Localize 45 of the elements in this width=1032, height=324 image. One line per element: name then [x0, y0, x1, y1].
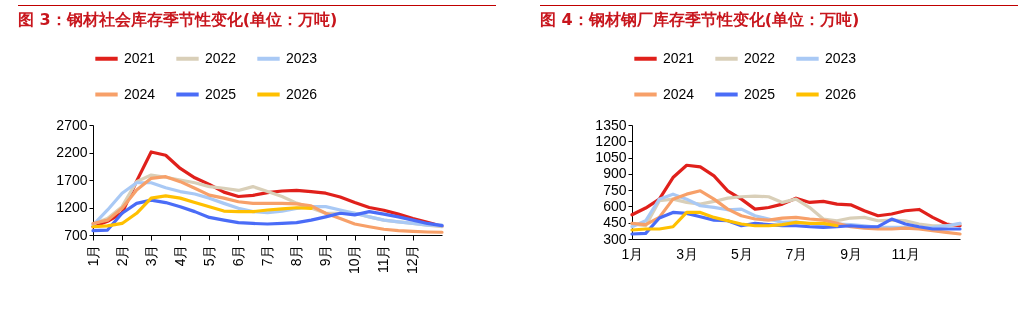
legend-label: 2023	[825, 49, 857, 66]
legend-label: 2025	[744, 85, 776, 102]
legend-label: 2026	[825, 85, 857, 102]
x-tick-label: 8月	[288, 244, 305, 267]
chart-title: 图 4：钢材钢厂库存季节性变化(单位：万吨)	[540, 10, 860, 31]
y-tick-label: 1700	[56, 171, 88, 188]
legend-label: 2021	[663, 49, 695, 66]
x-tick-label: 7月	[785, 245, 808, 262]
y-tick-label: 900	[603, 165, 627, 182]
y-tick-label: 2200	[56, 144, 88, 160]
x-tick-label: 6月	[229, 244, 246, 267]
legend-label: 2023	[286, 49, 318, 66]
legend-label: 2024	[663, 85, 695, 102]
x-tick-label: 5月	[200, 244, 217, 267]
x-tick-label: 5月	[730, 245, 753, 262]
y-tick-label: 700	[64, 226, 88, 243]
x-tick-label: 12月	[404, 244, 421, 275]
legend-label: 2025	[205, 85, 237, 102]
y-tick-label: 600	[603, 197, 627, 214]
x-tick-label: 9月	[317, 244, 334, 267]
y-tick-label: 2700	[56, 116, 88, 133]
x-tick-label: 2月	[113, 244, 130, 267]
y-tick-label: 450	[603, 214, 627, 231]
chart-title: 图 3：钢材社会库存季节性变化(单位：万吨)	[18, 10, 338, 31]
x-tick-label: 7月	[259, 244, 275, 267]
y-tick-label: 1200	[595, 132, 627, 149]
x-tick-label: 10月	[346, 244, 363, 275]
y-tick-label: 1050	[595, 149, 627, 166]
x-tick-label: 3月	[142, 244, 159, 267]
x-tick-label: 1月	[84, 244, 101, 267]
x-tick-label: 4月	[171, 244, 188, 267]
x-tick-label: 3月	[676, 245, 699, 262]
x-tick-label: 9月	[840, 245, 863, 262]
x-tick-label: 11月	[375, 244, 392, 274]
y-tick-label: 1350	[595, 116, 627, 133]
legend-label: 2022	[205, 49, 237, 66]
x-tick-label: 1月	[621, 245, 644, 262]
y-tick-label: 750	[603, 181, 627, 198]
legend-label: 2021	[124, 49, 156, 66]
x-tick-label: 11月	[891, 245, 921, 262]
legend-label: 2024	[124, 85, 156, 102]
legend-label: 2026	[286, 85, 318, 102]
y-tick-label: 300	[603, 230, 627, 247]
y-tick-label: 1200	[56, 199, 88, 215]
legend-label: 2022	[744, 49, 776, 66]
